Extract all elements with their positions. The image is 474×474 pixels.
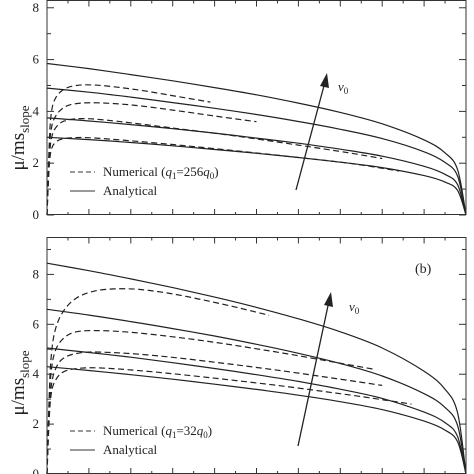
analytical-curve-3 [46, 347, 467, 474]
panel-b-label: (b) [415, 262, 432, 277]
legend-analytical-label: Analytical [103, 442, 158, 457]
analytical-curve-1 [46, 262, 467, 474]
y-tick-label: 4 [33, 366, 40, 381]
y-tick-label: 8 [33, 266, 40, 281]
analytical-curve-2 [46, 87, 467, 216]
analytical-curve-1 [46, 62, 467, 216]
numerical-curve-8 [46, 136, 400, 216]
panel-b-legend: Numerical (q1=32q0) Analytical [70, 423, 212, 457]
numerical-curve-7 [46, 351, 383, 474]
y-tick-label: 6 [33, 316, 40, 331]
panel-a-ticks: 0 2 4 6 8 [33, 0, 467, 222]
y-tick-label: 8 [33, 0, 40, 15]
v0-arrow [297, 292, 333, 447]
panel-b-ylabel: μ/msslope [8, 350, 32, 415]
panel-b: 0 2 4 6 8 (b) μ/msslope Numerical (q1=32q0) … [8, 237, 467, 474]
legend-numerical-label: Numerical (q1=256q0) [103, 164, 219, 181]
y-tick-label: 6 [33, 52, 40, 67]
numerical-curve-6 [46, 102, 257, 216]
panel-b-ticks: 0 2 4 6 8 [33, 237, 467, 474]
analytical-curve-2 [46, 308, 467, 474]
y-tick-label: 4 [33, 103, 40, 118]
y-tick-label: 2 [33, 416, 40, 431]
analytical-curve-3 [46, 117, 467, 216]
v0-annotation: v0 [338, 79, 349, 96]
numerical-curve-5 [46, 84, 211, 216]
numerical-curve-8 [46, 367, 412, 474]
y-tick-label: 0 [33, 207, 40, 222]
plot-frame [46, 237, 467, 474]
y-tick-label: 2 [33, 155, 40, 170]
panel-b-series [46, 262, 467, 474]
numerical-curve-6 [46, 329, 374, 474]
y-tick-label: 0 [33, 466, 40, 474]
legend-analytical-label: Analytical [103, 183, 158, 198]
analytical-curve-4 [46, 366, 467, 474]
v0-annotation: v0 [349, 299, 360, 316]
panel-a-series [46, 62, 467, 216]
numerical-curve-5 [46, 288, 270, 474]
panel-a-legend: Numerical (q1=256q0) Analytical [70, 164, 219, 198]
panel-a-ylabel: μ/msslope [8, 105, 32, 170]
v0-arrow [295, 73, 329, 191]
legend-numerical-label: Numerical (q1=32q0) [103, 423, 212, 440]
numerical-curve-7 [46, 117, 383, 216]
panel-b-frame [46, 237, 467, 474]
panel-a: 0 2 4 6 8 μ/msslope Numerical (q1=256q0) Ana… [8, 0, 467, 222]
